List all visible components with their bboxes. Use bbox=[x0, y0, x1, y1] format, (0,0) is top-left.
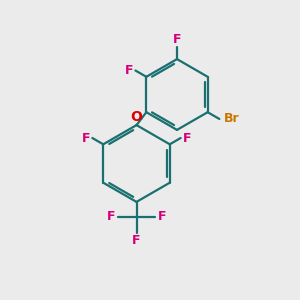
Text: F: F bbox=[173, 33, 181, 46]
Text: O: O bbox=[130, 110, 142, 124]
Text: F: F bbox=[132, 233, 141, 247]
Text: Br: Br bbox=[224, 112, 239, 125]
Text: F: F bbox=[124, 64, 133, 77]
Text: F: F bbox=[158, 210, 166, 224]
Text: F: F bbox=[107, 210, 116, 224]
Text: F: F bbox=[82, 131, 90, 145]
Text: F: F bbox=[183, 131, 191, 145]
